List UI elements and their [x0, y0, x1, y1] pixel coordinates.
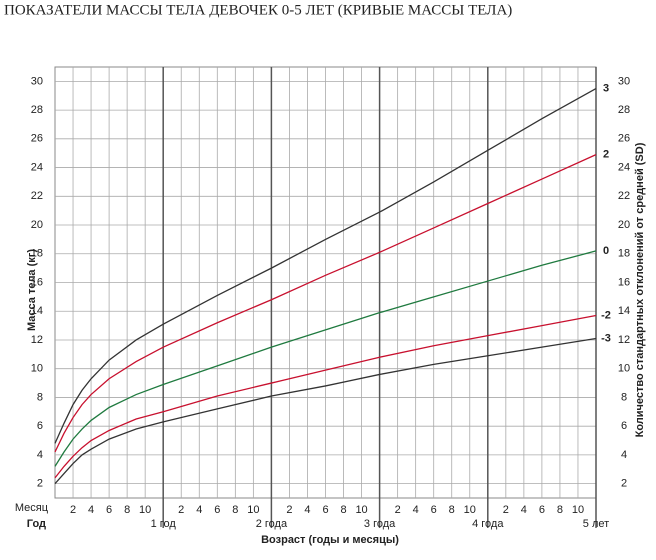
x-tick-label: 8 [124, 504, 130, 516]
y2-tick-label: 14 [618, 305, 630, 317]
y2-tick-label: 26 [618, 133, 630, 145]
curve [54, 87, 597, 444]
x-tick-label: 4 [521, 504, 527, 516]
curve [54, 250, 597, 467]
x-tick-label: 4 [413, 504, 419, 516]
x-tick-label: 10 [247, 504, 259, 516]
x-tick-label: 8 [340, 504, 346, 516]
x-tick-label: 6 [539, 504, 545, 516]
y2-tick-label: 12 [618, 334, 630, 346]
series-label: -2 [601, 309, 611, 321]
x-tick-label: 6 [106, 504, 112, 516]
y-axis-label: Масса тела (кг) [26, 249, 38, 331]
x-tick-label: 8 [449, 504, 455, 516]
x-tick-label: 10 [139, 504, 151, 516]
y2-axis-label: Количество стандартных отклонений от сре… [634, 142, 646, 437]
y-tick-label: 6 [37, 420, 43, 432]
y-tick-label: 8 [37, 391, 43, 403]
series-label: -3 [601, 332, 611, 344]
y-tick-label: 18 [31, 248, 43, 260]
x-tick-label: 10 [572, 504, 584, 516]
y2-tick-label: 4 [621, 449, 627, 461]
x-tick-label: 2 [395, 504, 401, 516]
x-tick-label: 6 [214, 504, 220, 516]
x-tick-label: 2 [70, 504, 76, 516]
y2-tick-label: 22 [618, 190, 630, 202]
x-tick-label: 10 [355, 504, 367, 516]
x-tick-label: 4 [196, 504, 202, 516]
y2-tick-label: 18 [618, 248, 630, 260]
y-tick-label: 20 [31, 219, 43, 231]
y2-tick-label: 2 [621, 478, 627, 490]
y-tick-label: 16 [31, 276, 43, 288]
y-tick-label: 12 [31, 334, 43, 346]
x-axis-label: Возраст (годы и месяцы) [261, 534, 399, 546]
x-year-label: 4 года [472, 518, 504, 530]
chart-title: ПОКАЗАТЕЛИ МАССЫ ТЕЛА ДЕВОЧЕК 0-5 ЛЕТ (К… [4, 2, 512, 18]
x-tick-label: 2 [503, 504, 509, 516]
x-tick-label: 8 [557, 504, 563, 516]
curve [54, 314, 597, 479]
y2-tick-label: 8 [621, 391, 627, 403]
x-tick-label: 4 [304, 504, 310, 516]
y-tick-label: 28 [31, 104, 43, 116]
y2-tick-label: 28 [618, 104, 630, 116]
x-tick-label: 2 [178, 504, 184, 516]
curve [54, 337, 597, 485]
y-tick-label: 30 [31, 75, 43, 87]
y-tick-label: 10 [31, 363, 43, 375]
series-label: 3 [603, 82, 609, 94]
series-label: 0 [603, 245, 609, 257]
y-tick-label: 2 [37, 478, 43, 490]
x-tick-label: 6 [322, 504, 328, 516]
y2-tick-label: 6 [621, 420, 627, 432]
series-label: 2 [603, 149, 609, 161]
y2-tick-label: 30 [618, 75, 630, 87]
x-year-label: 3 года [364, 518, 396, 530]
x-tick-label: 4 [88, 504, 94, 516]
month-row-label: Месяц [15, 502, 49, 514]
year-row-label: Год [27, 518, 46, 530]
y-tick-label: 14 [31, 305, 43, 317]
x-year-label: 2 года [256, 518, 288, 530]
y2-tick-label: 24 [618, 161, 630, 173]
curve [54, 154, 597, 453]
x-year-label: 1 год [151, 518, 177, 530]
x-tick-label: 8 [232, 504, 238, 516]
y-tick-label: 4 [37, 449, 43, 461]
x-tick-label: 6 [431, 504, 437, 516]
y2-tick-label: 10 [618, 363, 630, 375]
y-tick-label: 24 [31, 161, 43, 173]
y-tick-label: 22 [31, 190, 43, 202]
y2-tick-label: 20 [618, 219, 630, 231]
y2-tick-label: 16 [618, 276, 630, 288]
x-tick-label: 2 [286, 504, 292, 516]
x-year-label: 5 лет [583, 518, 609, 530]
y-tick-label: 26 [31, 133, 43, 145]
x-tick-label: 10 [464, 504, 476, 516]
